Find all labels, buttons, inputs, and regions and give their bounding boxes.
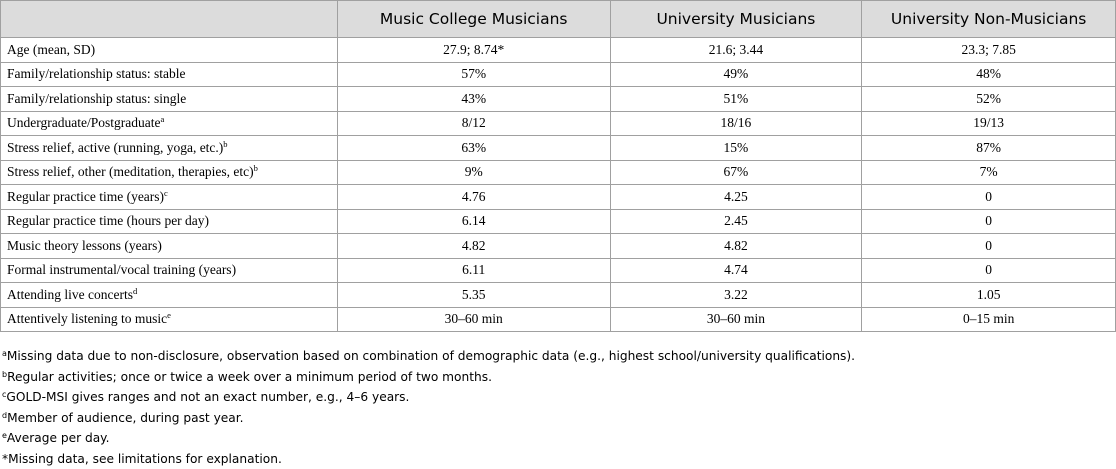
table-row: Family/relationship status: single 43%51%… <box>1 87 1116 112</box>
value-cell: 67% <box>610 160 862 185</box>
footnote-marker: b <box>254 163 258 173</box>
value-cell: 3.22 <box>610 283 862 308</box>
row-label-cell: Family/relationship status: stable <box>1 62 338 87</box>
footnote: cGOLD-MSI gives ranges and not an exact … <box>2 387 855 408</box>
row-label-cell: Regular practice time (hours per day) <box>1 209 338 234</box>
row-label: Family/relationship status: single <box>7 91 186 106</box>
row-label: Family/relationship status: stable <box>7 66 185 81</box>
value-cell: 51% <box>610 87 862 112</box>
row-label: Regular practice time (hours per day) <box>7 213 209 228</box>
row-label-cell: Family/relationship status: single <box>1 87 338 112</box>
header-cell <box>1 1 338 38</box>
value-cell: 0–15 min <box>862 307 1116 332</box>
row-label-cell: Regular practice time (years)c <box>1 185 338 210</box>
row-label: Attending live concerts <box>7 287 133 302</box>
table-row: Stress relief, other (meditation, therap… <box>1 160 1116 185</box>
value-cell: 4.25 <box>610 185 862 210</box>
row-label-cell: Stress relief, active (running, yoga, et… <box>1 136 338 161</box>
table-row: Regular practice time (hours per day) 6.1… <box>1 209 1116 234</box>
footnote-marker: e <box>167 310 171 320</box>
value-cell: 30–60 min <box>610 307 862 332</box>
value-cell: 23.3; 7.85 <box>862 38 1116 63</box>
header-row: Music College Musicians University Music… <box>1 1 1116 38</box>
value-cell: 48% <box>862 62 1116 87</box>
footnote-text: GOLD-MSI gives ranges and not an exact n… <box>6 390 409 404</box>
value-cell: 18/16 <box>610 111 862 136</box>
value-cell: 0 <box>862 234 1116 259</box>
footnote: bRegular activities; once or twice a wee… <box>2 367 855 388</box>
footnote: aMissing data due to non-disclosure, obs… <box>2 346 855 367</box>
table-row: Family/relationship status: stable 57%49%… <box>1 62 1116 87</box>
header-cell: University Musicians <box>610 1 862 38</box>
footnotes: aMissing data due to non-disclosure, obs… <box>2 346 855 469</box>
value-cell: 7% <box>862 160 1116 185</box>
footnote-text: Average per day. <box>7 431 110 445</box>
value-cell: 43% <box>337 87 610 112</box>
value-cell: 0 <box>862 185 1116 210</box>
footnote: dMember of audience, during past year. <box>2 408 855 429</box>
header-cell: Music College Musicians <box>337 1 610 38</box>
footnote-marker: d <box>133 286 137 296</box>
value-cell: 4.82 <box>337 234 610 259</box>
row-label: Undergraduate/Postgraduate <box>7 115 160 130</box>
value-cell: 5.35 <box>337 283 610 308</box>
row-label: Age (mean, SD) <box>7 42 95 57</box>
value-cell: 1.05 <box>862 283 1116 308</box>
value-cell: 21.6; 3.44 <box>610 38 862 63</box>
value-cell: 2.45 <box>610 209 862 234</box>
row-label: Stress relief, other (meditation, therap… <box>7 164 254 179</box>
row-label-cell: Stress relief, other (meditation, therap… <box>1 160 338 185</box>
value-cell: 6.14 <box>337 209 610 234</box>
value-cell: 19/13 <box>862 111 1116 136</box>
table-row: Stress relief, active (running, yoga, et… <box>1 136 1116 161</box>
value-cell: 8/12 <box>337 111 610 136</box>
value-cell: 0 <box>862 209 1116 234</box>
value-cell: 57% <box>337 62 610 87</box>
value-cell: 4.76 <box>337 185 610 210</box>
value-cell: 49% <box>610 62 862 87</box>
value-cell: 87% <box>862 136 1116 161</box>
row-label-cell: Music theory lessons (years) <box>1 234 338 259</box>
table-row: Formal instrumental/vocal training (year… <box>1 258 1116 283</box>
row-label: Formal instrumental/vocal training (year… <box>7 262 236 277</box>
row-label: Stress relief, active (running, yoga, et… <box>7 140 223 155</box>
header-cell: University Non-Musicians <box>862 1 1116 38</box>
row-label-cell: Age (mean, SD) <box>1 38 338 63</box>
value-cell: 30–60 min <box>337 307 610 332</box>
footnote-text: Regular activities; once or twice a week… <box>7 370 492 384</box>
value-cell: 52% <box>862 87 1116 112</box>
value-cell: 4.74 <box>610 258 862 283</box>
footnote: eAverage per day. <box>2 428 855 449</box>
row-label-cell: Undergraduate/Postgraduatea <box>1 111 338 136</box>
footnote-text: *Missing data, see limitations for expla… <box>2 452 282 466</box>
value-cell: 6.11 <box>337 258 610 283</box>
row-label-cell: Formal instrumental/vocal training (year… <box>1 258 338 283</box>
value-cell: 63% <box>337 136 610 161</box>
value-cell: 0 <box>862 258 1116 283</box>
footnote-text: Member of audience, during past year. <box>7 411 243 425</box>
footnote-text: Missing data due to non-disclosure, obse… <box>7 349 855 363</box>
row-label-cell: Attentively listening to musice <box>1 307 338 332</box>
value-cell: 27.9; 8.74* <box>337 38 610 63</box>
footnote-marker: c <box>164 188 168 198</box>
demographics-table: Music College Musicians University Music… <box>0 0 1116 332</box>
row-label: Attentively listening to music <box>7 311 167 326</box>
row-label: Regular practice time (years) <box>7 189 164 204</box>
footnote-marker: a <box>160 114 164 124</box>
value-cell: 15% <box>610 136 862 161</box>
footnote-marker: b <box>223 139 227 149</box>
row-label-cell: Attending live concertsd <box>1 283 338 308</box>
row-label: Music theory lessons (years) <box>7 238 162 253</box>
value-cell: 9% <box>337 160 610 185</box>
value-cell: 4.82 <box>610 234 862 259</box>
